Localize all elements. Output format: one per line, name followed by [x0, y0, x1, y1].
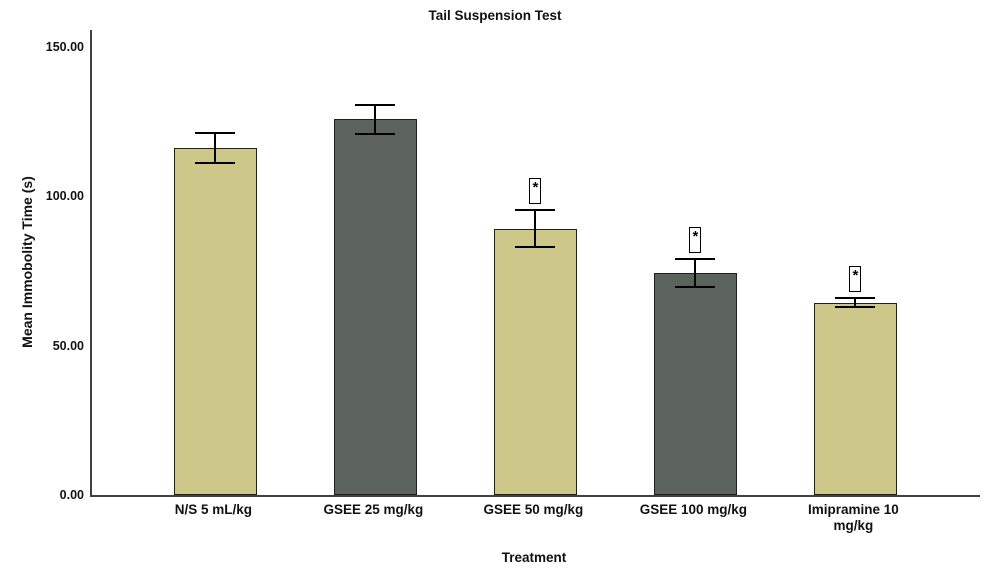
y-tick-label: 100.00: [45, 189, 84, 204]
error-bar-line: [854, 298, 857, 308]
error-bar-cap: [355, 103, 396, 106]
bar: [333, 119, 417, 495]
x-tick-label: GSEE 100 mg/kg: [639, 502, 748, 517]
significance-marker: *: [849, 266, 862, 293]
error-bar-cap: [835, 297, 876, 300]
x-axis-title: Treatment: [501, 550, 567, 565]
error-bar-cap: [675, 257, 716, 260]
bar: [813, 302, 897, 495]
y-tick-label: 0.00: [59, 488, 84, 502]
error-bar-line: [214, 133, 217, 163]
error-bar-line: [374, 104, 377, 134]
y-tick-label: 150.00: [45, 40, 84, 54]
error-bar-cap: [835, 306, 876, 309]
significance-marker: *: [529, 178, 542, 205]
bar: [653, 272, 737, 495]
error-bar-cap: [195, 161, 236, 164]
x-tick-label: N/S 5 mL/kg: [174, 502, 253, 517]
error-bar-cap: [195, 132, 236, 135]
x-tick-label: GSEE 25 mg/kg: [323, 502, 424, 517]
x-tick-label: GSEE 50 mg/kg: [483, 502, 584, 517]
significance-marker: *: [689, 226, 702, 253]
error-bar-line: [534, 210, 537, 248]
error-bar-line: [694, 258, 697, 287]
error-bar-cap: [355, 132, 396, 135]
error-bar-cap: [675, 285, 716, 288]
error-bar-cap: [515, 246, 556, 249]
chart-title: Tail Suspension Test: [428, 8, 562, 23]
error-bar-cap: [515, 209, 556, 212]
bar: [493, 228, 577, 495]
plot-area: * * *: [90, 30, 980, 497]
bar: [173, 147, 257, 495]
y-tick-label: 50.00: [52, 338, 84, 353]
x-tick-label: Imipramine 10 mg/kg: [807, 502, 899, 533]
